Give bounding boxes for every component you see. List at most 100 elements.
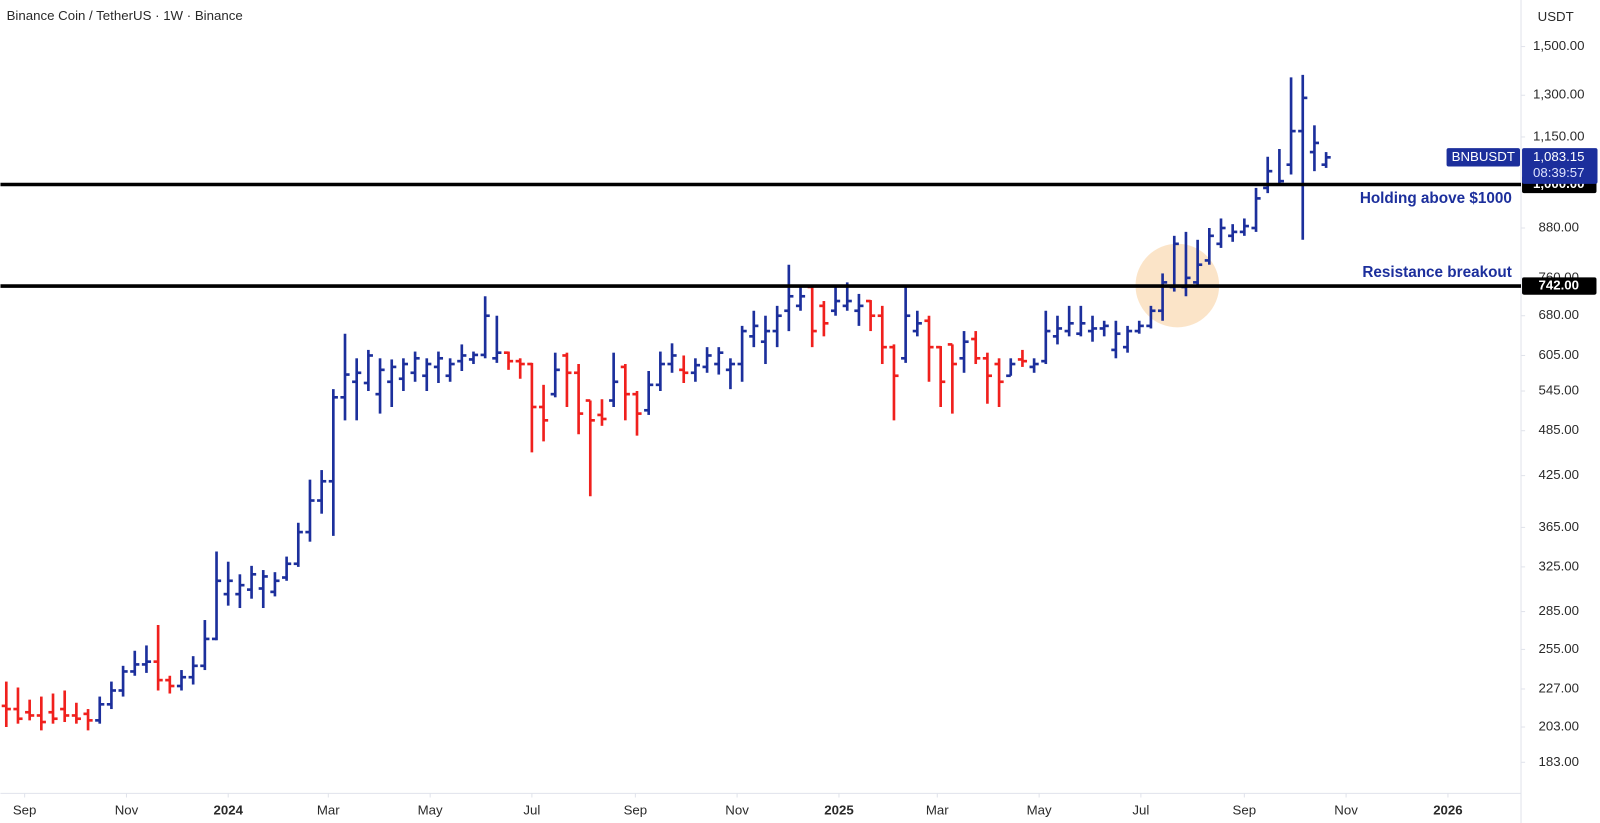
ohlc-bar	[60, 690, 70, 723]
y-tick-label: 680.00	[1538, 307, 1579, 322]
x-tick-label: Sep	[1233, 802, 1257, 817]
ohlc-bar	[959, 331, 969, 373]
ohlc-bar	[387, 359, 397, 407]
ohlc-bar	[1298, 74, 1308, 240]
ohlc-bar	[632, 391, 642, 436]
ohlc-bar	[1099, 320, 1109, 337]
ohlc-bar	[270, 572, 280, 597]
ohlc-bar	[889, 344, 899, 421]
ohlc-bar	[714, 347, 724, 375]
ohlc-bar	[1029, 358, 1039, 373]
y-tick-label: 203.00	[1538, 719, 1579, 734]
y-tick-label: 285.00	[1538, 603, 1579, 618]
ohlc-bar	[211, 551, 222, 641]
ohlc-bar	[457, 344, 467, 372]
x-tick-label: 2026	[1433, 802, 1462, 817]
x-tick-label: Mar	[926, 802, 949, 817]
ohlc-bar	[1321, 152, 1331, 168]
bars	[1, 74, 1331, 731]
x-tick-label: Mar	[317, 802, 340, 817]
ohlc-bar	[1052, 315, 1063, 345]
x-tick-label: Nov	[115, 802, 139, 817]
level-label: 742.00	[1538, 278, 1579, 293]
ohlc-bar	[527, 362, 537, 453]
ohlc-bar	[609, 352, 619, 407]
ohlc-bar	[971, 331, 981, 365]
ohlc-bar	[258, 570, 268, 609]
ohlc-bar	[422, 358, 432, 392]
ohlc-bar	[305, 479, 315, 542]
ohlc-bar	[994, 358, 1004, 407]
ohlc-bar	[36, 696, 46, 731]
ohlc-bar	[877, 305, 887, 365]
x-tick-label: Sep	[13, 802, 37, 817]
ohlc-bar	[1146, 305, 1156, 329]
ohlc-bar	[515, 358, 525, 379]
y-tick-label: 325.00	[1538, 558, 1579, 573]
ohlc-bar	[655, 351, 665, 392]
y-tick-label: 1,150.00	[1533, 128, 1585, 143]
ohlc-bar	[188, 656, 198, 685]
y-tick-label: 545.00	[1538, 383, 1579, 398]
ohlc-bar	[1309, 125, 1320, 172]
ohlc-bar	[398, 358, 408, 392]
ohlc-bar	[854, 293, 864, 326]
ohlc-bar	[1122, 325, 1133, 353]
chart-title: Binance Coin / TetherUS · 1W · Binance	[7, 8, 243, 23]
ohlc-bar	[784, 264, 794, 332]
ohlc-bar	[772, 305, 782, 348]
ohlc-bar	[690, 358, 700, 382]
ohlc-bar	[340, 333, 350, 421]
ohlc-bar	[924, 315, 934, 382]
ohlc-bar	[352, 358, 362, 421]
ohlc-bar	[538, 384, 549, 442]
last-price-box	[1522, 148, 1598, 184]
ohlc-bar	[445, 358, 455, 382]
ohlc-bar	[118, 665, 128, 697]
ohlc-bar	[912, 310, 922, 337]
symbol-label: BNBUSDT	[1452, 149, 1515, 164]
ohlc-bar	[293, 522, 303, 567]
ohlc-bar	[1251, 187, 1261, 232]
ohlc-bar	[48, 693, 58, 724]
ohlc-bar	[760, 315, 771, 365]
y-tick-label: 880.00	[1538, 220, 1579, 235]
y-tick-label: 485.00	[1538, 422, 1579, 437]
ohlc-bar	[106, 681, 117, 710]
ohlc-bar	[574, 364, 584, 435]
ohlc-bar	[410, 351, 420, 382]
x-tick-label: May	[1027, 802, 1052, 817]
ohlc-bar	[1158, 273, 1168, 321]
y-tick-label: 605.00	[1538, 347, 1579, 362]
ohlc-bar	[562, 352, 572, 407]
ohlc-bar	[246, 565, 257, 599]
y-tick-label: 425.00	[1538, 467, 1579, 482]
ohlc-bar	[725, 358, 736, 390]
ohlc-bar	[25, 699, 35, 721]
ohlc-bar	[982, 352, 992, 404]
x-tick-label: Sep	[624, 802, 648, 817]
ohlc-bar	[1239, 218, 1249, 236]
ohlc-bar	[153, 624, 163, 691]
ohlc-bar	[328, 389, 338, 536]
level-label-box	[1522, 277, 1597, 295]
ohlc-bar	[936, 345, 946, 407]
ohlc-bar	[667, 343, 677, 373]
ohlc-bar	[480, 296, 490, 359]
y-tick-label: 365.00	[1538, 519, 1579, 534]
currency-label[interactable]: USDT	[1538, 9, 1574, 24]
countdown-label: 08:39:57	[1533, 165, 1585, 180]
ohlc-bar	[947, 343, 957, 414]
y-tick-label: 227.00	[1538, 680, 1579, 695]
ohlc-bar	[282, 556, 292, 581]
x-tick-label: 2024	[213, 802, 243, 817]
ohlc-bar	[1041, 310, 1051, 365]
ohlc-bar	[1263, 156, 1273, 194]
last-price-label: 1,083.15	[1533, 149, 1585, 164]
ohlc-bar	[165, 675, 175, 694]
ohlc-bar	[363, 349, 373, 392]
ohlc-bar	[141, 645, 152, 673]
